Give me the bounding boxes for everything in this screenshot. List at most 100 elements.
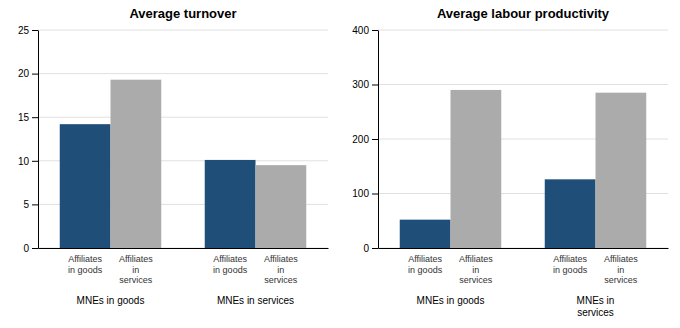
bar-labels: Affiliatesin goodsAffiliatesinservicesAf… xyxy=(68,254,298,285)
bar xyxy=(60,124,111,248)
text-line: in xyxy=(472,265,479,275)
text-line: in xyxy=(132,265,139,275)
y-tick: 25 xyxy=(18,25,38,36)
bar-label: Affiliatesinservices xyxy=(264,254,298,285)
grid xyxy=(38,30,328,248)
text-line: Affiliates xyxy=(459,254,493,264)
y-tick: 0 xyxy=(23,243,38,254)
bar xyxy=(111,80,162,248)
grid-line xyxy=(38,73,328,74)
y-tick-mark xyxy=(372,85,378,86)
bar-label: Affiliatesinservices xyxy=(604,254,638,285)
category-label: MNEs in goods xyxy=(77,295,145,306)
y-axis: 0 100 200 300 400 xyxy=(352,25,378,254)
chart-canvas: 0510152025Affiliatesin goodsAffiliatesin… xyxy=(0,0,680,328)
text-line: services xyxy=(119,275,153,285)
y-tick-label: 25 xyxy=(18,25,30,36)
bar-label: Affiliatesin goods xyxy=(408,254,443,274)
panel: 0100200300400Affiliatesin goodsAffiliate… xyxy=(352,6,668,318)
text-line: MNEs in goods xyxy=(77,295,145,306)
y-tick: 400 xyxy=(352,25,378,36)
bar-label: Affiliatesin goods xyxy=(553,254,588,274)
x-axis-line xyxy=(379,248,669,249)
y-tick-label: 5 xyxy=(23,199,29,210)
y-tick-label: 20 xyxy=(18,68,30,79)
bars xyxy=(400,90,647,248)
y-tick-label: 10 xyxy=(18,156,30,167)
text-line: MNEs in goods xyxy=(417,295,485,306)
category-labels: MNEs in goods MNEs inservices xyxy=(417,295,615,318)
text-line: in goods xyxy=(553,265,588,275)
text-line: in xyxy=(277,265,284,275)
y-tick: 200 xyxy=(352,134,378,145)
text-line: services xyxy=(577,307,614,318)
text-line: in xyxy=(617,265,624,275)
grid xyxy=(378,30,668,248)
y-tick-mark xyxy=(32,117,38,118)
y-tick-mark xyxy=(32,204,38,205)
grid-line xyxy=(38,117,328,118)
y-tick-label: 0 xyxy=(363,243,369,254)
text-line: in goods xyxy=(213,265,248,275)
text-line: Affiliates xyxy=(68,254,102,264)
category-labels: MNEs in goods MNEs in services xyxy=(77,295,295,306)
y-tick: 0 xyxy=(363,243,378,254)
bar xyxy=(400,220,451,248)
y-tick: 10 xyxy=(18,156,38,167)
panel: 0510152025Affiliatesin goodsAffiliatesin… xyxy=(18,6,329,306)
y-tick: 5 xyxy=(23,199,38,210)
category-label: MNEs inservices xyxy=(577,295,615,318)
y-tick-label: 400 xyxy=(352,25,369,36)
text-line: Affiliates xyxy=(264,254,298,264)
y-tick-mark xyxy=(372,30,378,31)
text-line: Affiliates xyxy=(553,254,587,264)
text-line: Affiliates xyxy=(119,254,153,264)
x-axis-line xyxy=(39,248,329,249)
y-tick-mark xyxy=(32,248,38,249)
bar-label: Affiliatesin goods xyxy=(213,254,248,274)
text-line: services xyxy=(459,275,493,285)
grid-line xyxy=(378,30,668,31)
y-tick-label: 300 xyxy=(352,79,369,90)
text-line: Affiliates xyxy=(213,254,247,264)
y-tick-mark xyxy=(32,161,38,162)
y-tick: 300 xyxy=(352,79,378,90)
text-line: Affiliates xyxy=(604,254,638,264)
y-tick-label: 0 xyxy=(23,243,29,254)
bar-labels: Affiliatesin goodsAffiliatesinservicesAf… xyxy=(408,254,638,285)
y-tick-label: 200 xyxy=(352,134,369,145)
category-label: MNEs in goods xyxy=(417,295,485,306)
y-tick-mark xyxy=(32,74,38,75)
bar xyxy=(545,179,596,248)
y-axis: 0 5 10 15 20 25 xyxy=(18,25,39,254)
y-tick: 100 xyxy=(352,188,378,199)
bar-label: Affiliatesinservices xyxy=(459,254,493,285)
y-axis-line xyxy=(378,31,379,249)
text-line: Affiliates xyxy=(408,254,442,264)
y-tick-mark xyxy=(372,139,378,140)
category-label: MNEs in services xyxy=(217,295,294,306)
y-tick-mark xyxy=(372,248,378,249)
y-axis-line xyxy=(38,31,39,249)
y-tick-label: 100 xyxy=(352,188,369,199)
x-axis xyxy=(379,248,669,249)
y-tick-mark xyxy=(372,194,378,195)
y-tick-mark xyxy=(32,30,38,31)
chart-title: Average turnover xyxy=(129,6,236,21)
bars xyxy=(60,80,307,248)
bar-label: Affiliatesinservices xyxy=(119,254,153,285)
bar xyxy=(596,93,647,248)
grid-line xyxy=(38,30,328,31)
y-tick: 15 xyxy=(18,112,38,123)
bar xyxy=(256,165,307,248)
chart-title: Average labour productivity xyxy=(437,6,610,21)
grid-line xyxy=(378,84,668,85)
text-line: services xyxy=(604,275,638,285)
bar xyxy=(451,90,502,248)
text-line: in goods xyxy=(408,265,443,275)
text-line: MNEs in services xyxy=(217,295,294,306)
y-tick: 20 xyxy=(18,68,38,79)
text-line: services xyxy=(264,275,298,285)
text-line: in goods xyxy=(68,265,103,275)
y-tick-label: 15 xyxy=(18,112,30,123)
